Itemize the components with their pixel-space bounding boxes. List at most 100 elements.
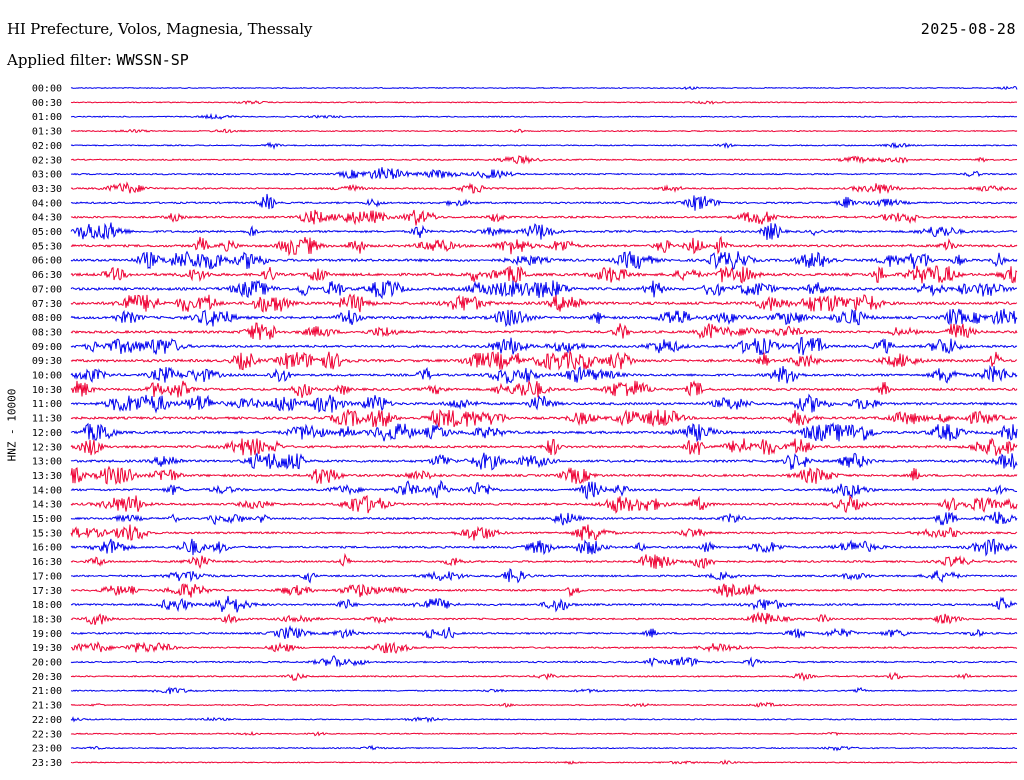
- filter-line: Applied filter: WWSSN-SP: [7, 51, 189, 69]
- seismic-trace-line: [70, 671, 1018, 682]
- time-tick-label: 10:30: [32, 385, 62, 396]
- seismic-trace-line: [70, 611, 1017, 626]
- time-tick-label: 06:30: [32, 270, 62, 281]
- time-tick-label: 12:00: [32, 428, 62, 439]
- time-tick-label: 03:00: [32, 170, 62, 181]
- seismic-trace-line: [70, 250, 1018, 270]
- seismic-trace-line: [70, 655, 1018, 668]
- time-tick-label: 07:00: [32, 284, 62, 295]
- time-tick-label: 00:30: [32, 98, 62, 109]
- time-tick-label: 02:30: [32, 155, 62, 166]
- seismic-trace-line: [70, 141, 1018, 150]
- time-tick-label: 17:00: [32, 571, 62, 582]
- filter-value: WWSSN-SP: [116, 51, 189, 69]
- seismic-trace-line: [70, 308, 1018, 328]
- time-tick-label: 08:00: [32, 313, 62, 324]
- seismic-trace-line: [70, 479, 1018, 500]
- time-tick-label: 12:30: [32, 442, 62, 453]
- time-tick-label: 18:30: [32, 614, 62, 625]
- time-tick-label: 01:30: [32, 127, 62, 138]
- time-tick-label: 23:30: [32, 758, 62, 769]
- time-tick-label: 02:00: [32, 141, 62, 152]
- time-tick-label: 22:30: [32, 729, 62, 740]
- time-tick-label: 21:30: [32, 701, 62, 712]
- time-tick-label: 23:00: [32, 744, 62, 755]
- seismic-trace-line: [70, 279, 1018, 300]
- time-tick-label: 08:30: [32, 327, 62, 338]
- seismic-trace-line: [70, 112, 1018, 120]
- seismic-trace-line: [70, 409, 1018, 428]
- time-tick-label: 05:30: [32, 241, 62, 252]
- seismic-trace-line: [70, 494, 1018, 514]
- seismic-trace-line: [70, 85, 1018, 90]
- seismic-trace-line: [70, 524, 1018, 541]
- seismic-trace-line: [70, 716, 1017, 724]
- seismic-trace-line: [71, 167, 1018, 180]
- time-tick-label: 21:00: [32, 686, 62, 697]
- seismic-trace-line: [70, 452, 1018, 471]
- seismic-trace-line: [71, 568, 1018, 584]
- seismic-trace-line: [70, 209, 1017, 226]
- seismic-trace-line: [70, 437, 1018, 456]
- seismic-trace-line: [70, 100, 1018, 105]
- seismic-trace-line: [70, 730, 1018, 737]
- time-tick-label: 22:00: [32, 715, 62, 726]
- time-tick-label: 01:00: [32, 112, 62, 123]
- seismic-trace-line: [71, 583, 1018, 598]
- seismic-trace-line: [70, 552, 1018, 570]
- seismic-trace-line: [70, 265, 1018, 284]
- seismic-trace-line: [70, 379, 1018, 398]
- time-tick-label: 18:00: [32, 600, 62, 611]
- seismic-trace-line: [70, 128, 1018, 134]
- seismic-trace-line: [70, 538, 1018, 557]
- time-tick-label: 15:00: [32, 514, 62, 525]
- time-tick-label: 06:00: [32, 256, 62, 267]
- seismic-trace-line: [70, 336, 1018, 356]
- time-tick-label: 19:30: [32, 643, 62, 654]
- seismic-trace-line: [70, 595, 1018, 613]
- seismic-trace-line: [70, 422, 1018, 443]
- seismic-trace-line: [70, 701, 1018, 708]
- station-title: HI Prefecture, Volos, Magnesia, Thessaly: [7, 20, 313, 38]
- time-tick-label: 11:30: [32, 414, 62, 425]
- seismic-trace-line: [71, 641, 1018, 655]
- time-tick-label: 19:00: [32, 629, 62, 640]
- time-tick-label: 11:00: [32, 399, 62, 410]
- time-tick-label: 09:00: [32, 342, 62, 353]
- seismic-trace-line: [70, 193, 1018, 211]
- time-tick-label: 09:30: [32, 356, 62, 367]
- time-tick-label: 16:00: [32, 543, 62, 554]
- seismic-trace-line: [70, 293, 1018, 313]
- seismic-trace-line: [70, 364, 1018, 384]
- time-tick-label: 15:30: [32, 528, 62, 539]
- seismic-trace-line: [70, 511, 1018, 526]
- seismic-trace-line: [70, 625, 1018, 640]
- seismic-trace-line: [70, 465, 1018, 486]
- time-tick-label: 05:00: [32, 227, 62, 238]
- time-tick-label: 03:30: [32, 184, 62, 195]
- seismic-trace-line: [70, 322, 1018, 341]
- seismic-trace-line: [70, 759, 1018, 765]
- time-tick-label: 14:00: [32, 485, 62, 496]
- time-tick-label: 04:00: [32, 198, 62, 209]
- time-tick-label: 20:00: [32, 658, 62, 669]
- seismic-trace-line: [70, 349, 1018, 371]
- time-tick-label: 16:30: [32, 557, 62, 568]
- trace-date: 2025-08-28: [920, 20, 1016, 38]
- time-tick-label: 13:00: [32, 457, 62, 468]
- seismic-trace-line: [70, 181, 1018, 194]
- time-tick-label: 17:30: [32, 586, 62, 597]
- time-tick-label: 04:30: [32, 213, 62, 224]
- seismic-trace-line: [70, 154, 1018, 165]
- time-tick-label: 00:00: [32, 84, 62, 95]
- seismic-trace-line: [70, 235, 1018, 257]
- seismic-trace-line: [70, 393, 1018, 414]
- time-tick-label: 20:30: [32, 672, 62, 683]
- filter-label: Applied filter:: [7, 51, 112, 69]
- time-tick-label: 07:30: [32, 299, 62, 310]
- time-tick-label: 10:00: [32, 371, 62, 382]
- seismic-trace-line: [70, 744, 1018, 752]
- seismic-trace-line: [70, 686, 1018, 695]
- time-tick-label: 14:30: [32, 500, 62, 511]
